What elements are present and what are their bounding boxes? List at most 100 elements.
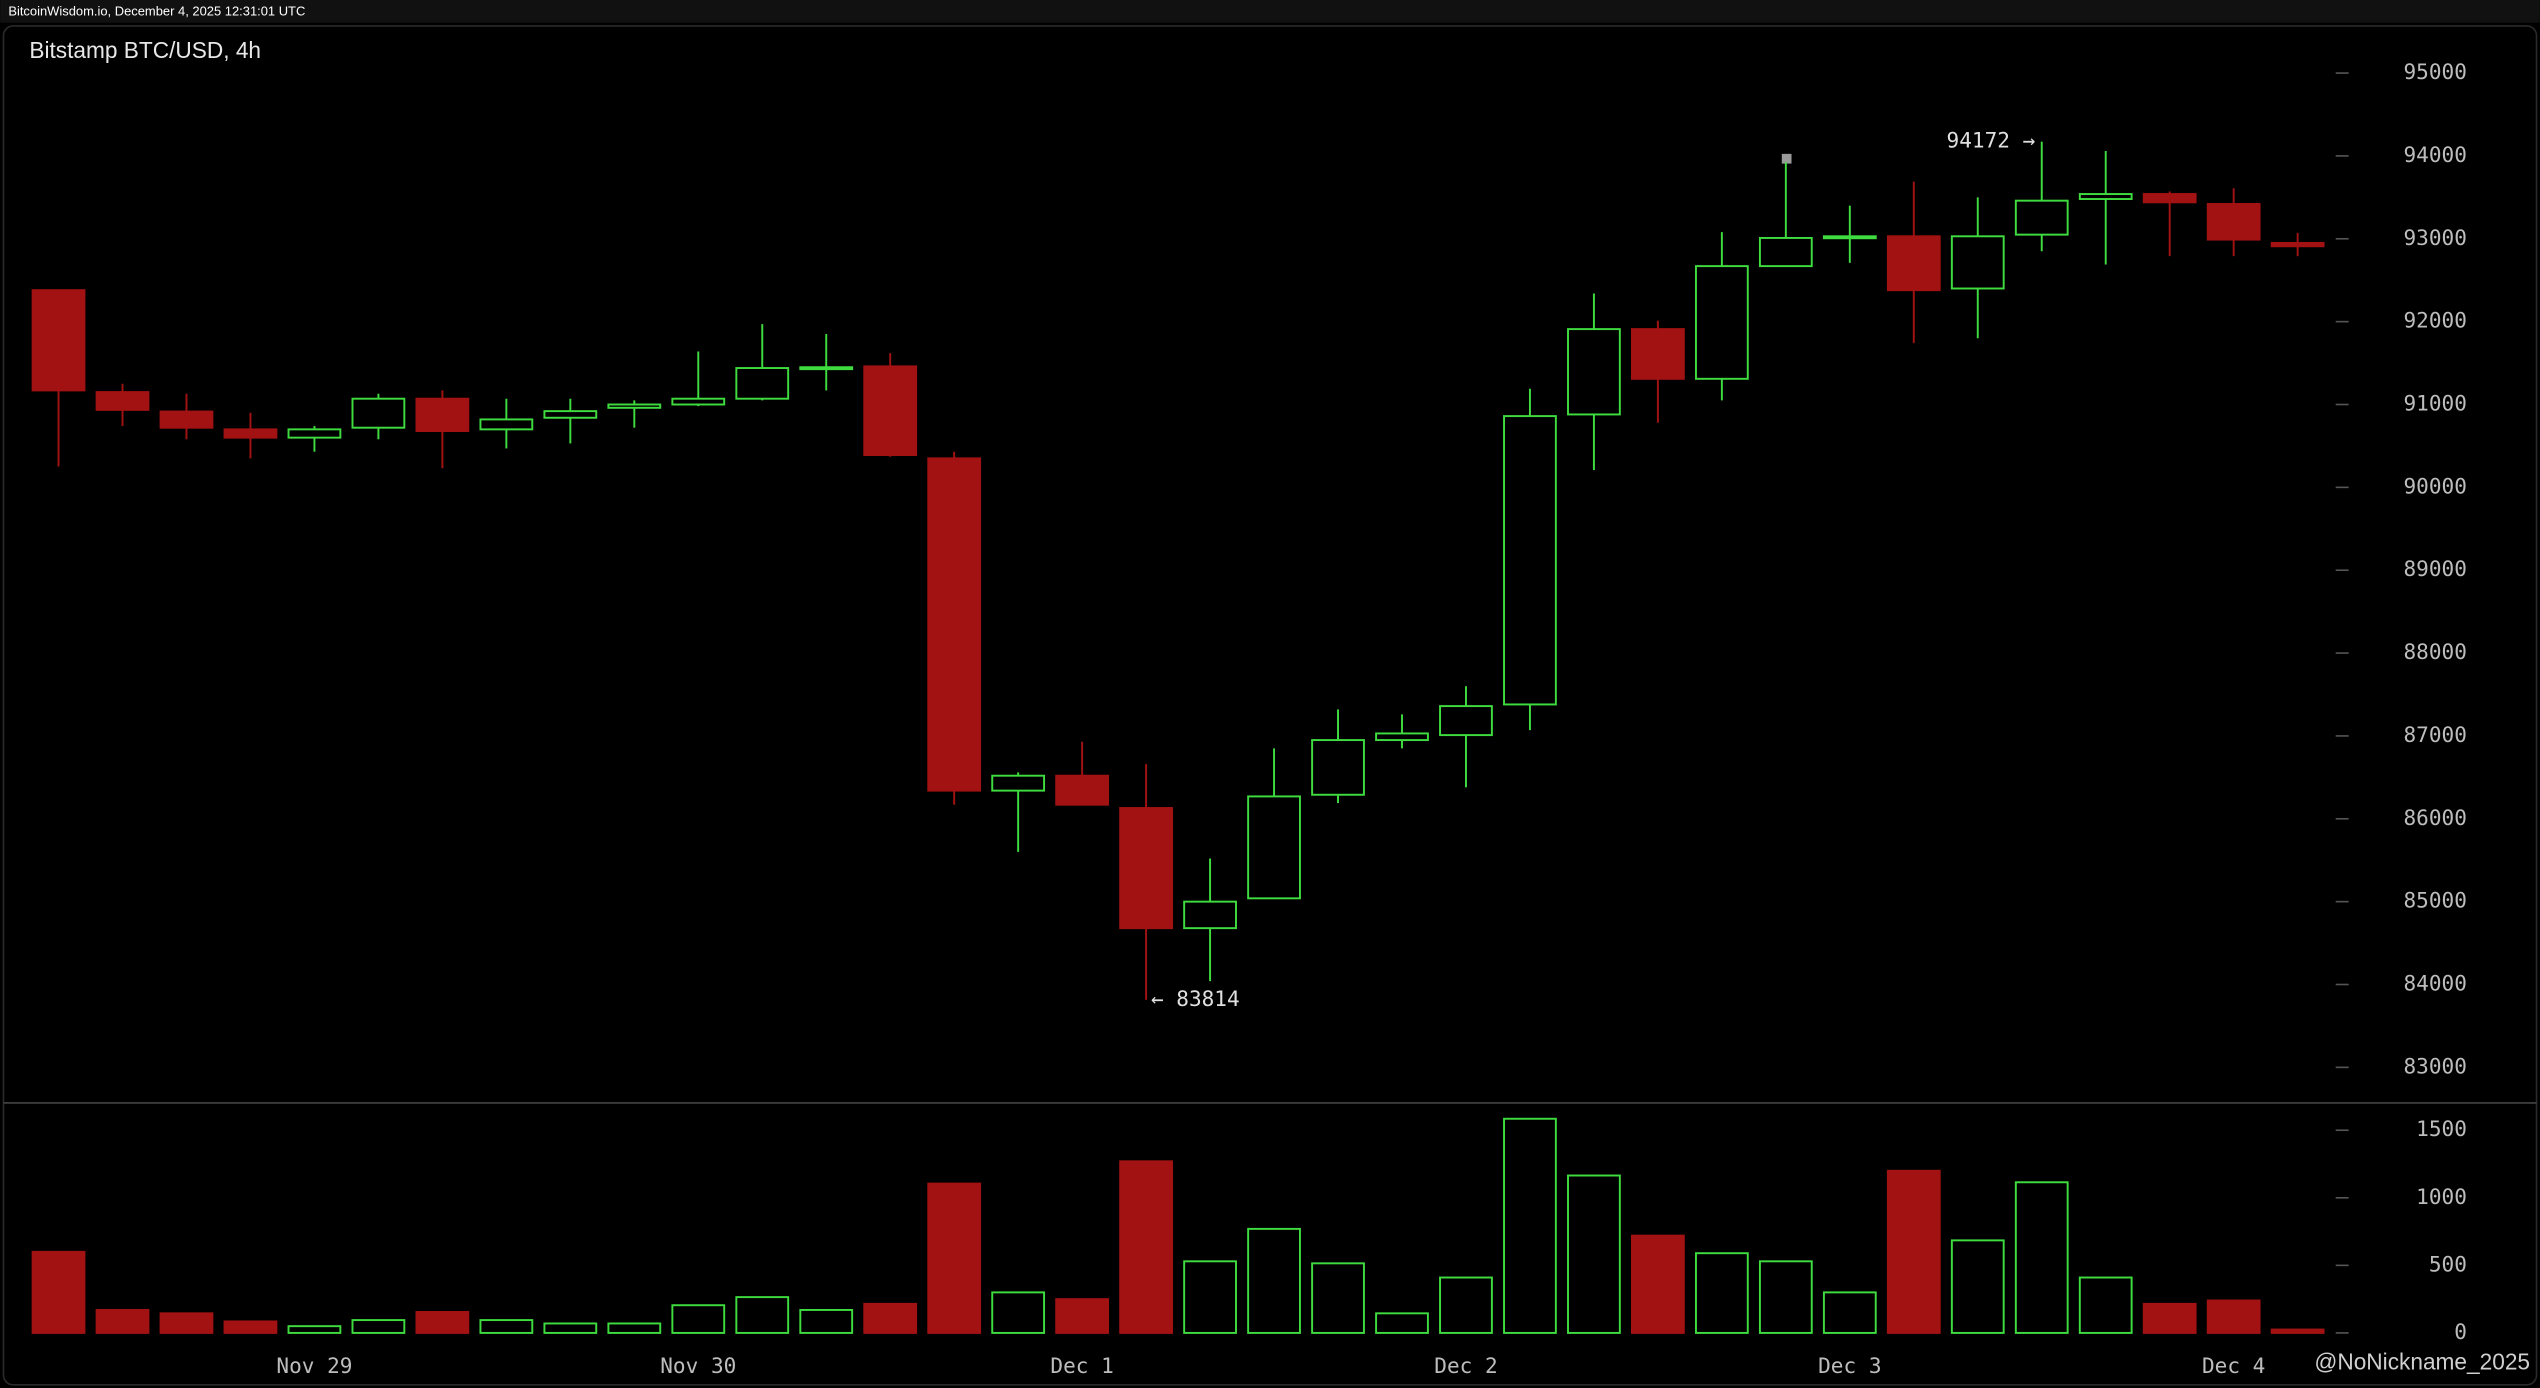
volume-bar <box>671 1304 726 1334</box>
y-tick-label: 0 <box>2454 1319 2467 1344</box>
volume-bar <box>287 1325 342 1334</box>
candle-body <box>223 428 278 439</box>
volume-bar <box>95 1308 150 1334</box>
candle-body <box>159 410 214 429</box>
volume-bar <box>1375 1312 1429 1334</box>
volume-bar <box>1247 1227 1301 1334</box>
marker <box>1781 153 1792 164</box>
candle-body <box>799 366 854 371</box>
candle-body <box>1439 705 1493 737</box>
volume-bar <box>2078 1276 2133 1334</box>
y-tick-label: 85000 <box>2404 888 2467 913</box>
volume-bar <box>479 1319 534 1334</box>
candle-body <box>1311 739 1365 796</box>
volume-bar <box>799 1308 854 1334</box>
panel-border <box>2 25 2538 1386</box>
x-tick-label: Dec 3 <box>1818 1353 1881 1378</box>
candle-body <box>1119 807 1173 930</box>
candle-body <box>1758 236 1813 268</box>
x-tick-label: Dec 2 <box>1434 1353 1497 1378</box>
candle-body <box>735 367 790 400</box>
x-tick-label: Dec 1 <box>1050 1353 1113 1378</box>
volume-bar <box>1503 1117 1557 1334</box>
candle-body <box>543 410 598 419</box>
y-tick-label: 1500 <box>2416 1116 2467 1141</box>
volume-bar <box>1886 1169 1941 1334</box>
watermark: @NoNickname_2025 <box>2314 1349 2530 1375</box>
candle-body <box>1503 415 1557 706</box>
candle-body <box>1567 328 1621 416</box>
candle-body <box>1375 732 1429 742</box>
volume-bar <box>351 1319 406 1334</box>
y-tick-label: 1000 <box>2416 1184 2467 1209</box>
y-tick-label: 84000 <box>2404 971 2467 996</box>
volume-bar <box>415 1311 470 1334</box>
annotation: 94172 → <box>1947 128 2036 153</box>
volume-bar <box>1311 1262 1365 1334</box>
volume-bar <box>2142 1302 2197 1334</box>
candle-body <box>31 289 86 392</box>
candle-body <box>1183 900 1237 930</box>
volume-bar <box>1055 1298 1110 1334</box>
candle-body <box>1247 795 1301 900</box>
candle-body <box>1694 265 1749 380</box>
candle-body <box>671 397 726 406</box>
volume-bar <box>863 1302 918 1334</box>
candle-body <box>2014 199 2069 236</box>
y-tick-label: 93000 <box>2404 225 2467 250</box>
candle-body <box>479 418 534 431</box>
candle-body <box>991 774 1046 792</box>
volume-bar <box>1439 1276 1493 1334</box>
volume-bar <box>735 1296 790 1334</box>
y-tick-label: 92000 <box>2404 308 2467 333</box>
x-tick-label: Nov 29 <box>276 1353 352 1378</box>
candle-body <box>1631 328 1685 380</box>
volume-bar <box>31 1250 86 1334</box>
candle-body <box>415 397 470 432</box>
candle-body <box>1886 235 1941 292</box>
annotation: ← 83814 <box>1151 986 1240 1011</box>
candle-body <box>863 365 918 457</box>
candle-body <box>2206 203 2261 241</box>
candle-body <box>2078 193 2133 200</box>
volume-bar <box>1567 1174 1621 1334</box>
source-text: BitcoinWisdom.io, December 4, 2025 12:31… <box>8 4 305 19</box>
y-tick-label: 91000 <box>2404 390 2467 415</box>
volume-bar <box>159 1312 214 1334</box>
candle-body <box>1822 235 1877 240</box>
volume-bar <box>1183 1260 1237 1334</box>
candle-body <box>351 397 406 429</box>
volume-bar <box>1694 1252 1749 1334</box>
volume-bar <box>2270 1328 2325 1334</box>
candle-body <box>927 457 982 792</box>
volume-bar <box>1950 1239 2005 1334</box>
y-tick-label: 88000 <box>2404 639 2467 664</box>
volume-bar <box>991 1291 1046 1334</box>
volume-bar <box>543 1322 598 1334</box>
volume-bar <box>223 1320 278 1334</box>
chart-title: Bitstamp BTC/USD, 4h <box>29 37 261 63</box>
volume-bar <box>1758 1260 1813 1334</box>
y-tick-label: 500 <box>2429 1251 2467 1276</box>
top-bar <box>0 0 2540 23</box>
volume-bar <box>2014 1181 2069 1334</box>
candle-body <box>2270 241 2325 248</box>
y-tick-label: 94000 <box>2404 142 2467 167</box>
volume-bar <box>2206 1299 2261 1334</box>
candle-body <box>95 391 150 411</box>
y-tick-label: 86000 <box>2404 805 2467 830</box>
candle-body <box>2142 193 2197 204</box>
x-tick-label: Nov 30 <box>660 1353 736 1378</box>
volume-bar <box>1631 1234 1685 1334</box>
y-tick-label: 87000 <box>2404 722 2467 747</box>
volume-bar <box>607 1322 662 1334</box>
x-tick-label: Dec 4 <box>2202 1353 2265 1378</box>
y-tick-label: 83000 <box>2404 1053 2467 1078</box>
y-tick-label: 95000 <box>2404 59 2467 84</box>
volume-bar <box>927 1182 982 1334</box>
y-tick-label: 90000 <box>2404 473 2467 498</box>
volume-bar <box>1822 1291 1877 1334</box>
